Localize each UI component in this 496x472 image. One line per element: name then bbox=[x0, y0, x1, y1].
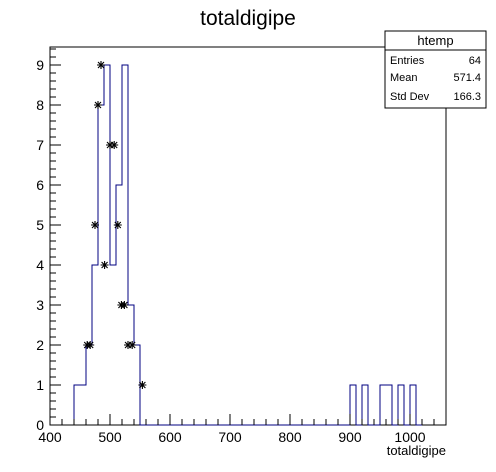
x-tick-label: 900 bbox=[338, 429, 362, 445]
data-point bbox=[94, 101, 102, 109]
y-tick-label: 0 bbox=[36, 417, 44, 433]
stats-value-stddev: 166.3 bbox=[453, 91, 481, 103]
data-point bbox=[124, 341, 132, 349]
data-point bbox=[106, 141, 114, 149]
data-point bbox=[138, 381, 147, 389]
stats-value-mean: 571.4 bbox=[453, 72, 481, 84]
y-tick-label: 7 bbox=[36, 137, 44, 153]
y-tick-label: 9 bbox=[36, 57, 44, 73]
y-tick-label: 5 bbox=[36, 217, 44, 233]
stats-label-entries: Entries bbox=[390, 55, 425, 67]
star-marker bbox=[94, 101, 102, 109]
data-point bbox=[110, 141, 119, 149]
data-point bbox=[113, 221, 122, 229]
stats-box-frame bbox=[384, 30, 487, 109]
stats-label-stddev: Std Dev bbox=[390, 91, 430, 103]
x-tick-label: 700 bbox=[218, 429, 242, 445]
y-tick-label: 6 bbox=[36, 177, 44, 193]
histogram-outline bbox=[73, 64, 422, 426]
star-marker bbox=[128, 341, 137, 349]
axes-layer: 400 500 600 700 800 900 1000 0 1 2 3 4 5 6 7 8 9 bbox=[36, 48, 447, 445]
x-tick-label: 800 bbox=[278, 429, 302, 445]
y-tick-label: 1 bbox=[36, 377, 44, 393]
star-marker bbox=[138, 381, 147, 389]
star-marker bbox=[113, 221, 122, 229]
stats-box-title: htemp bbox=[417, 33, 453, 48]
star-marker bbox=[91, 221, 99, 229]
stats-box: htemp Entries 64 Mean 571.4 Std Dev 166.… bbox=[384, 30, 487, 109]
data-point bbox=[100, 261, 109, 269]
x-tick-label: 1000 bbox=[394, 429, 425, 445]
data-point bbox=[91, 221, 99, 229]
stats-label-mean: Mean bbox=[390, 72, 418, 84]
points-layer bbox=[83, 61, 147, 389]
stats-value-entries: 64 bbox=[469, 55, 481, 67]
histogram-layer bbox=[73, 64, 422, 426]
data-point bbox=[128, 341, 137, 349]
x-tick-label: 500 bbox=[98, 429, 122, 445]
star-marker bbox=[97, 61, 105, 69]
data-point bbox=[86, 341, 95, 349]
chart-title: totaldigipe bbox=[200, 7, 296, 30]
star-marker bbox=[106, 141, 114, 149]
star-marker bbox=[124, 341, 132, 349]
x-tick-label: 600 bbox=[158, 429, 182, 445]
star-marker bbox=[110, 141, 119, 149]
y-tick-label: 2 bbox=[36, 337, 44, 353]
x-axis-title: totaldigipe bbox=[387, 443, 446, 458]
y-tick-label: 4 bbox=[36, 257, 44, 273]
star-marker bbox=[120, 301, 129, 309]
star-marker bbox=[86, 341, 95, 349]
y-tick-label: 8 bbox=[36, 97, 44, 113]
x-tick-label: 400 bbox=[38, 429, 62, 445]
y-tick-label: 3 bbox=[36, 297, 44, 313]
data-point bbox=[120, 301, 129, 309]
data-point bbox=[97, 61, 105, 69]
star-marker bbox=[100, 261, 109, 269]
